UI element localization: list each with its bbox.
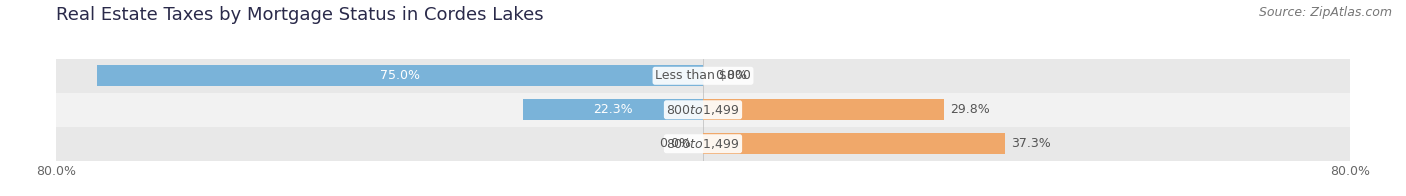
Bar bbox=[97, 65, 703, 86]
Text: Real Estate Taxes by Mortgage Status in Cordes Lakes: Real Estate Taxes by Mortgage Status in … bbox=[56, 6, 544, 24]
Bar bbox=[523, 99, 703, 120]
Bar bbox=[56, 59, 1350, 93]
Text: Source: ZipAtlas.com: Source: ZipAtlas.com bbox=[1258, 6, 1392, 19]
Bar bbox=[56, 93, 1350, 127]
Text: $800 to $1,499: $800 to $1,499 bbox=[666, 103, 740, 117]
Text: 29.8%: 29.8% bbox=[950, 103, 990, 116]
Text: 0.0%: 0.0% bbox=[716, 69, 747, 82]
Bar bbox=[703, 99, 943, 120]
Bar bbox=[56, 127, 1350, 161]
Text: Less than $800: Less than $800 bbox=[655, 69, 751, 82]
Text: $800 to $1,499: $800 to $1,499 bbox=[666, 137, 740, 151]
Text: 22.3%: 22.3% bbox=[593, 103, 633, 116]
Text: 0.0%: 0.0% bbox=[659, 137, 690, 150]
Text: 37.3%: 37.3% bbox=[1011, 137, 1050, 150]
Bar bbox=[703, 133, 1004, 154]
Text: 75.0%: 75.0% bbox=[380, 69, 420, 82]
